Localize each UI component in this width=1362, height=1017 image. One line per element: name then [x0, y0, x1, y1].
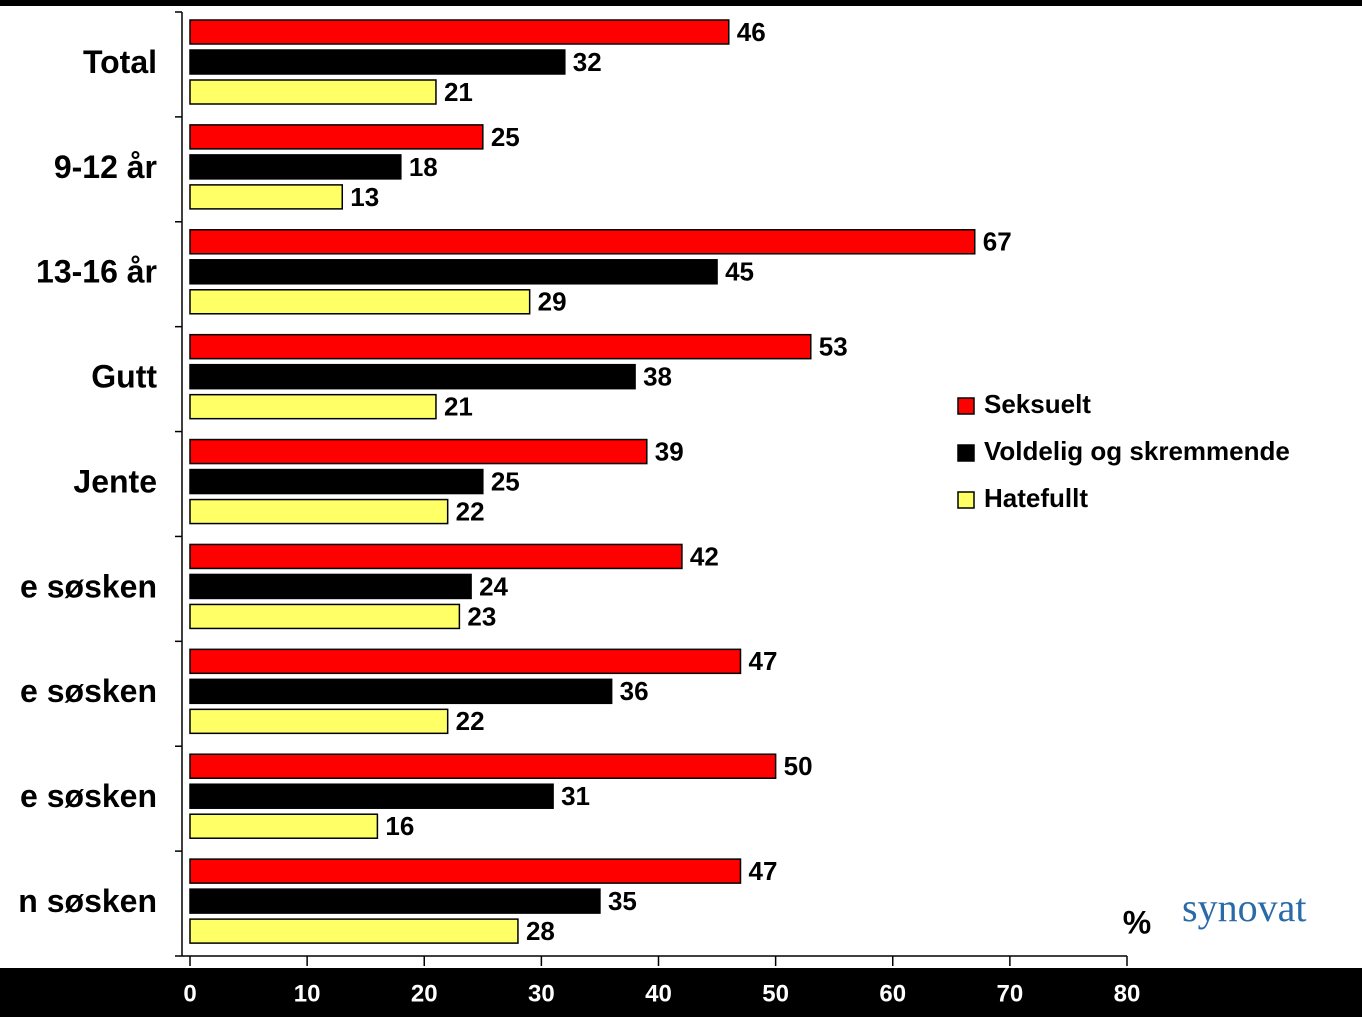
category-label: 13-16 år	[36, 254, 157, 290]
category-label: n søsken	[18, 883, 157, 919]
value-label: 31	[561, 781, 590, 811]
x-tick-label: 40	[645, 980, 672, 1007]
bar	[189, 229, 976, 255]
value-label: 13	[350, 182, 379, 212]
bar	[189, 678, 613, 705]
value-label: 42	[690, 541, 719, 571]
bar	[189, 79, 437, 105]
bar	[189, 259, 718, 285]
value-label: 21	[444, 77, 473, 107]
value-label: 45	[725, 257, 754, 287]
legend-label: Seksuelt	[984, 389, 1091, 419]
value-label: 22	[456, 706, 485, 736]
category-label: Gutt	[91, 359, 157, 395]
value-label: 21	[444, 392, 473, 422]
value-label: 32	[573, 47, 602, 77]
bar	[189, 333, 812, 360]
value-label: 29	[538, 287, 567, 317]
category-label: e søsken	[20, 778, 157, 814]
legend-label: Hatefullt	[984, 483, 1088, 513]
bar	[189, 124, 484, 150]
bar	[189, 289, 531, 315]
bar	[189, 393, 437, 420]
category-label: e søsken	[20, 673, 157, 709]
value-label: 38	[643, 362, 672, 392]
bar	[189, 49, 566, 75]
bar	[189, 648, 742, 675]
category-label: 9-12 år	[54, 149, 157, 185]
value-label: 25	[491, 122, 520, 152]
value-label: 24	[479, 571, 508, 601]
value-label: 47	[748, 856, 777, 886]
value-label: 53	[819, 332, 848, 362]
value-label: 16	[385, 811, 414, 841]
bar	[189, 498, 449, 525]
bar	[189, 19, 730, 45]
bar	[189, 543, 683, 570]
logo: synovat	[1182, 885, 1306, 930]
value-label: 18	[409, 152, 438, 182]
bar	[189, 573, 472, 600]
bar	[189, 858, 742, 884]
value-label: 46	[737, 17, 766, 47]
bar	[189, 708, 449, 735]
value-label: 23	[467, 601, 496, 631]
x-tick-label: 50	[762, 980, 789, 1007]
bar	[189, 918, 519, 944]
value-label: 67	[983, 227, 1012, 257]
value-label: 36	[620, 676, 649, 706]
category-label: e søsken	[20, 568, 157, 604]
bar	[189, 154, 402, 180]
top-band	[0, 0, 1362, 6]
bottom-band	[0, 968, 1362, 1017]
legend-swatch	[957, 444, 975, 462]
x-tick-label: 20	[411, 980, 438, 1007]
value-label: 35	[608, 886, 637, 916]
value-label: 28	[526, 916, 555, 946]
bar	[189, 438, 648, 465]
x-tick-label: 80	[1114, 980, 1141, 1007]
bar	[189, 813, 379, 839]
bar	[189, 468, 484, 495]
x-tick-label: 30	[528, 980, 555, 1007]
bar	[189, 363, 636, 390]
bar	[189, 783, 554, 809]
bar	[189, 184, 344, 210]
value-label: 22	[456, 496, 485, 526]
legend-swatch	[957, 491, 975, 509]
x-tick-label: 60	[879, 980, 906, 1007]
category-label: Jente	[73, 463, 157, 499]
x-tick-label: 0	[183, 980, 196, 1007]
bar	[189, 753, 777, 779]
x-tick-label: 10	[294, 980, 321, 1007]
value-label: 47	[748, 646, 777, 676]
value-label: 39	[655, 436, 684, 466]
bar	[189, 888, 601, 914]
legend-label: Voldelig og skremmende	[984, 436, 1290, 466]
axis-unit: %	[1123, 904, 1151, 940]
category-label: Total	[83, 44, 157, 80]
legend-swatch	[957, 397, 975, 415]
value-label: 50	[784, 751, 813, 781]
bar	[189, 603, 461, 630]
value-label: 25	[491, 466, 520, 496]
x-tick-label: 70	[997, 980, 1024, 1007]
